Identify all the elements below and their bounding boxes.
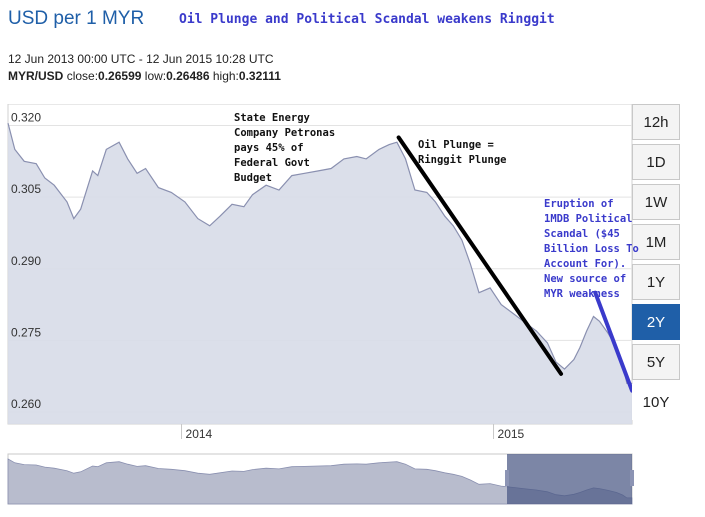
y-tick-label: 0.290 — [11, 254, 41, 268]
navigator-selected-window[interactable] — [507, 454, 632, 504]
y-tick-label: 0.320 — [11, 110, 41, 124]
area-series — [7, 122, 632, 424]
range-button-1w[interactable]: 1W — [632, 184, 680, 220]
range-button-2y[interactable]: 2Y — [632, 304, 680, 340]
annotation-petronas: State Energy Company Petronas pays 45% o… — [234, 112, 336, 184]
range-button-12h[interactable]: 12h — [632, 104, 680, 140]
x-tick-label: 2015 — [498, 427, 525, 441]
navigator-handle-left[interactable] — [505, 470, 509, 486]
trend-overlays — [396, 135, 634, 393]
chart-subtitle: Oil Plunge and Political Scandal weakens… — [179, 12, 555, 27]
trend-line-scandal — [593, 290, 634, 393]
navigator-handle-right[interactable] — [630, 470, 634, 486]
annotation-oil-plunge: Oil Plunge = Ringgit Plunge — [418, 139, 507, 166]
navigator-chart[interactable] — [0, 452, 640, 512]
x-axis: 2014 2015 — [181, 424, 525, 441]
series-area-fill — [8, 123, 632, 424]
high-label: high: — [212, 69, 239, 83]
range-button-10y[interactable]: 10Y — [632, 384, 680, 420]
annotation-1mdb-scandal: Eruption of 1MDB Political Scandal ($45 … — [544, 198, 639, 300]
close-label: close: — [66, 69, 99, 83]
y-axis: 0.320 0.305 0.290 0.275 0.260 — [11, 110, 41, 411]
range-button-1m[interactable]: 1M — [632, 224, 680, 260]
trend-line-oil — [396, 135, 564, 376]
series-line — [7, 122, 632, 384]
y-tick-label: 0.260 — [11, 397, 41, 411]
quote-stats: MYR/USD close:0.26599 low:0.26486 high:0… — [8, 69, 281, 83]
range-button-1y[interactable]: 1Y — [632, 264, 680, 300]
y-tick-label: 0.305 — [11, 182, 41, 196]
date-range: 12 Jun 2013 00:00 UTC - 12 Jun 2015 10:2… — [8, 52, 274, 66]
range-button-5y[interactable]: 5Y — [632, 344, 680, 380]
page-title: USD per 1 MYR — [8, 8, 145, 29]
pair-label: MYR/USD — [8, 69, 64, 83]
main-chart[interactable]: 0.320 0.305 0.290 0.275 0.260 2014 2015 — [0, 104, 634, 444]
x-tick-label: 2014 — [186, 427, 213, 441]
navigator-selection[interactable] — [505, 454, 634, 504]
y-tick-label: 0.275 — [11, 325, 41, 339]
range-button-1d[interactable]: 1D — [632, 144, 680, 180]
close-value: 0.26599 — [98, 69, 142, 83]
high-value: 0.32111 — [238, 69, 281, 83]
low-label: low: — [144, 69, 167, 83]
low-value: 0.26486 — [166, 69, 210, 83]
